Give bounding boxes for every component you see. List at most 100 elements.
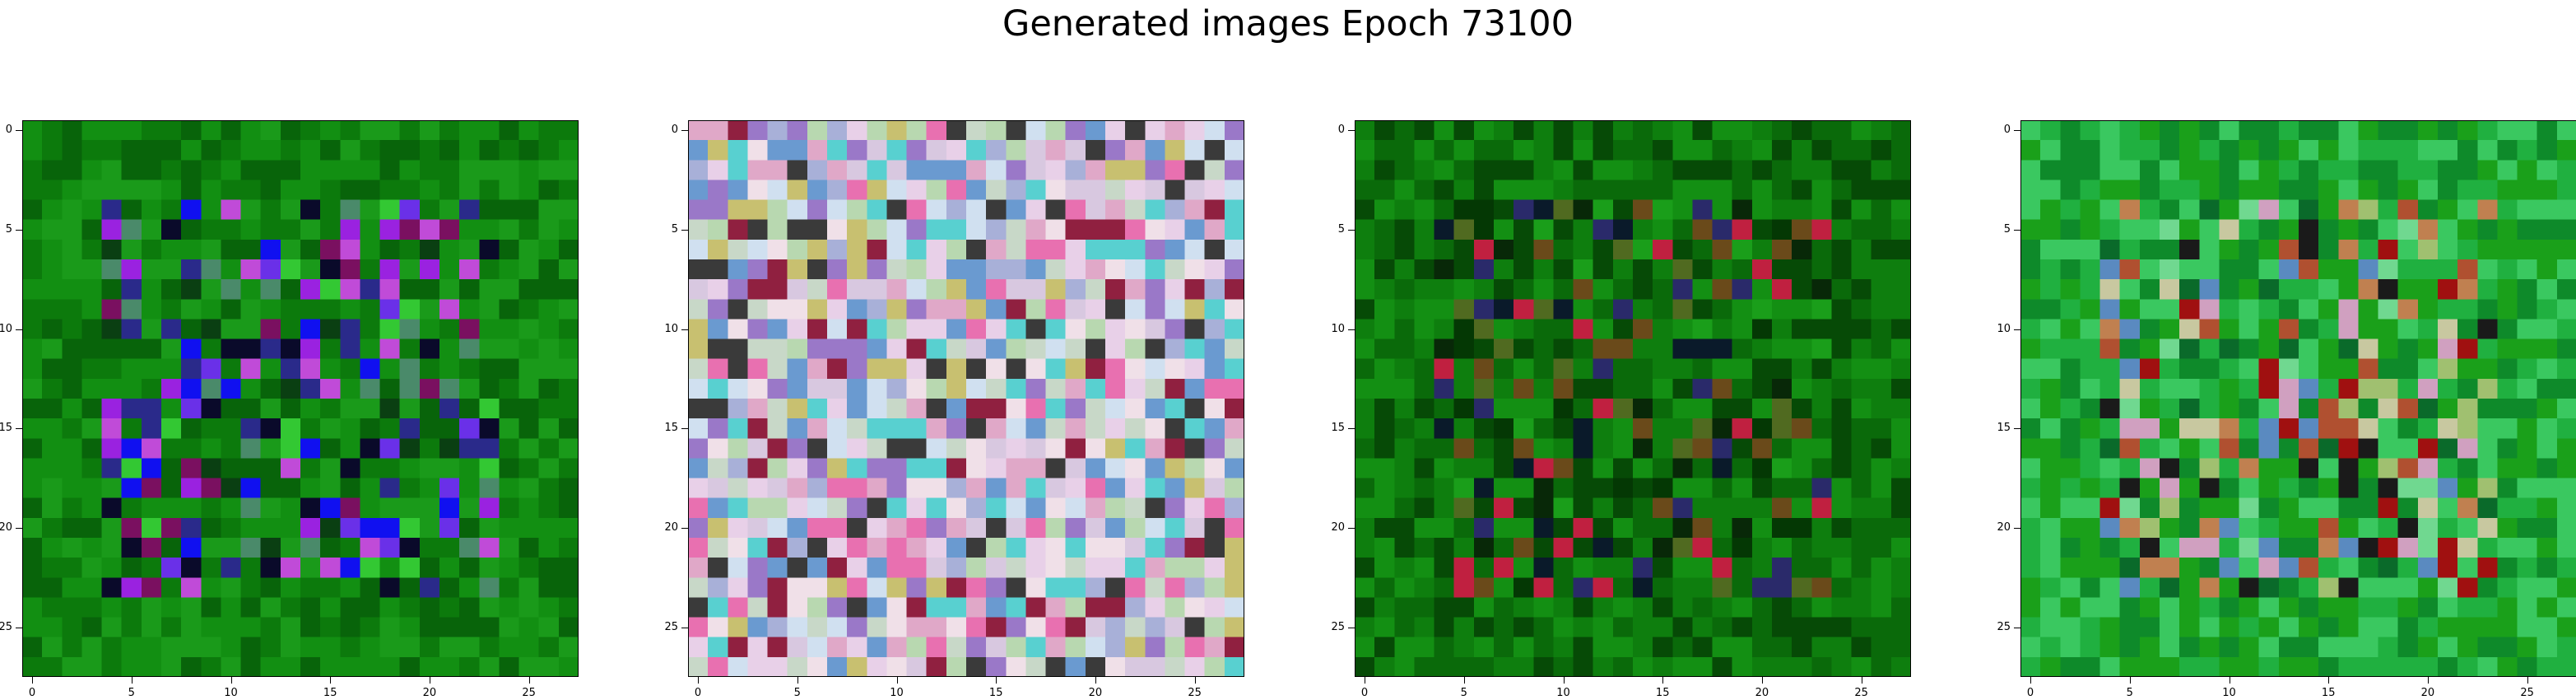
pixel-cell [2299,180,2319,200]
pixel-cell [2378,338,2398,359]
pixel-cell [221,219,241,240]
pixel-cell [747,299,768,320]
pixel-cell [42,558,63,578]
pixel-cell [1831,577,1852,598]
pixel-cell [2318,438,2339,459]
pixel-cell [946,378,966,399]
pixel-cell [1890,517,1911,538]
pixel-cell [399,140,420,161]
pixel-cell [867,239,887,259]
pixel-cell [1184,160,1205,180]
pixel-cell [2438,120,2458,141]
pixel-cell [2139,577,2160,598]
pixel-cell [22,399,43,419]
x-tick [896,677,898,684]
pixel-cell [2119,259,2140,280]
pixel-cell [2338,637,2359,657]
pixel-cell [340,399,360,419]
pixel-cell [867,577,887,598]
pixel-cell [1851,558,1872,578]
pixel-cell [181,656,202,677]
pixel-cell [1374,319,1395,339]
pixel-cell [1871,239,1891,259]
pixel-cell [1533,497,1554,518]
pixel-cell [62,120,82,141]
x-tick-label: 15 [1655,687,1670,699]
pixel-cell [2099,458,2120,478]
pixel-cell [2299,279,2319,300]
pixel-cell [1553,239,1574,259]
pixel-cell [2219,219,2239,240]
pixel-cell [2219,299,2239,320]
pixel-cell [767,219,788,240]
pixel-cell [360,239,380,259]
pixel-cell [728,478,748,498]
pixel-cell [1533,517,1554,538]
pixel-cell [2318,458,2339,478]
pixel-cell [1204,180,1225,200]
pixel-cell [379,399,400,419]
pixel-cell [1224,239,1244,259]
pixel-cell [2020,399,2041,419]
pixel-cell [1633,199,1653,220]
pixel-cell [1890,160,1911,180]
pixel-cell [1025,299,1046,320]
pixel-cell [867,458,887,478]
pixel-cell [320,438,341,459]
pixel-cell [1692,358,1713,379]
pixel-cell [2219,180,2239,200]
pixel-cell [1871,180,1891,200]
pixel-cell [2040,418,2061,439]
pixel-cell [708,478,728,498]
pixel-cell [1573,517,1593,538]
pixel-cell [1573,617,1593,637]
pixel-cell [1612,418,1633,439]
pixel-cell [1434,378,1454,399]
pixel-cell [1633,577,1653,598]
pixel-cell [101,199,122,220]
pixel-cell [1573,199,1593,220]
pixel-cell [1871,120,1891,141]
pixel-cell [320,577,341,598]
pixel-cell [1811,279,1832,300]
pixel-cell [419,338,439,359]
pixel-cell [1374,120,1395,141]
pixel-cell [221,438,241,459]
pixel-cell [1633,637,1653,657]
pixel-cell [708,120,728,141]
pixel-cell [1593,617,1613,637]
pixel-cell [240,299,261,320]
pixel-cell [1374,219,1395,240]
pixel-cell [847,120,867,141]
y-tick-label: 25 [1997,620,2011,633]
pixel-cell [688,140,709,161]
pixel-cell [221,279,241,300]
pixel-cell [2299,517,2319,538]
pixel-cell [1434,597,1454,618]
pixel-cell [1792,180,1812,200]
pixel-cell [688,358,709,379]
pixel-cell [439,656,460,677]
pixel-cell [320,120,341,141]
pixel-cell [2477,438,2498,459]
pixel-cell [2099,637,2120,657]
pixel-cell [847,438,867,459]
pixel-cell [121,378,142,399]
pixel-cell [708,199,728,220]
pixel-cell [2179,558,2200,578]
pixel-cell [280,140,300,161]
pixel-cell [459,140,480,161]
pixel-cell [1871,538,1891,558]
pixel-cell [1751,319,1772,339]
pixel-cell [1890,418,1911,439]
pixel-cell [2536,438,2557,459]
pixel-cell [2278,378,2299,399]
pixel-cell [1553,399,1574,419]
pixel-cell [379,219,400,240]
pixel-cell [1165,558,1185,578]
pixel-cell [161,577,182,598]
pixel-cell [2278,438,2299,459]
pixel-cell [1653,319,1673,339]
pixel-cell [2119,617,2140,637]
pixel-cell [2099,120,2120,141]
